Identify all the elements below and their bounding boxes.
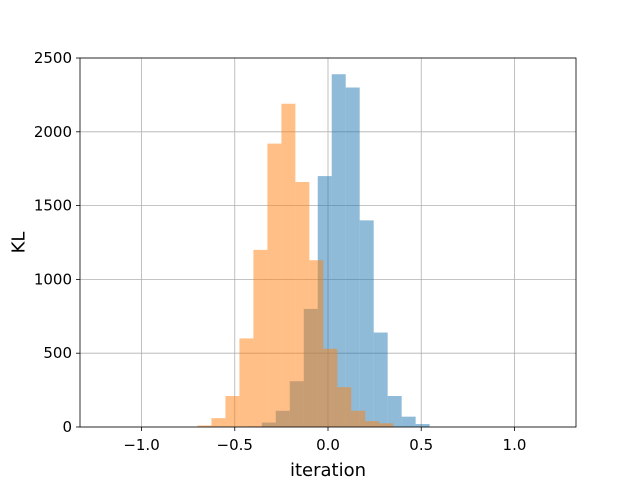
histogram-bar-series-1 [331, 74, 346, 428]
x-tick-label: 0.0 [316, 436, 340, 454]
y-tick-label: 2000 [34, 123, 72, 141]
y-tick-label: 0 [62, 418, 72, 436]
histogram-bar-series-1 [359, 220, 374, 427]
y-axis-label: KL [8, 232, 29, 254]
histogram-bar-series-2 [323, 348, 338, 427]
histogram-bar-series-2 [281, 103, 296, 428]
x-axis-label: iteration [290, 460, 366, 480]
histogram-bar-series-1 [415, 424, 430, 427]
histogram-bar-series-2 [225, 396, 240, 427]
histogram-bar-series-2 [239, 338, 254, 427]
y-tick-label: 2500 [34, 49, 72, 67]
histogram-bar-series-2 [253, 249, 268, 427]
histogram-bar-series-2 [197, 425, 212, 427]
x-tick-label: −0.5 [217, 436, 253, 454]
histogram-bar-series-1 [401, 416, 416, 427]
histogram-bar-series-2 [379, 423, 394, 427]
bars [197, 74, 430, 428]
x-tick-label: −1.0 [123, 436, 159, 454]
histogram-bar-series-2 [351, 410, 366, 427]
histogram-bar-series-2 [267, 143, 282, 427]
y-tick-label: 500 [43, 344, 72, 362]
y-tick-label: 1500 [34, 197, 72, 215]
x-tick-label: 0.5 [409, 436, 433, 454]
histogram-bar-series-2 [295, 181, 310, 427]
y-tick-label: 1000 [34, 270, 72, 288]
histogram-bar-series-2 [365, 421, 380, 427]
x-tick-label: 1.0 [503, 436, 527, 454]
histogram-bar-series-1 [373, 332, 388, 427]
histogram-bar-series-2 [337, 387, 352, 427]
histogram-bar-series-2 [309, 260, 324, 427]
axis-ticks: −1.0 −0.5 0.0 0.5 1.0 0 500 1000 1500 2000 2500 [34, 49, 527, 454]
histogram-bar-series-2 [211, 418, 226, 427]
histogram-bar-series-1 [345, 87, 360, 428]
histogram-bar-series-1 [387, 396, 402, 427]
